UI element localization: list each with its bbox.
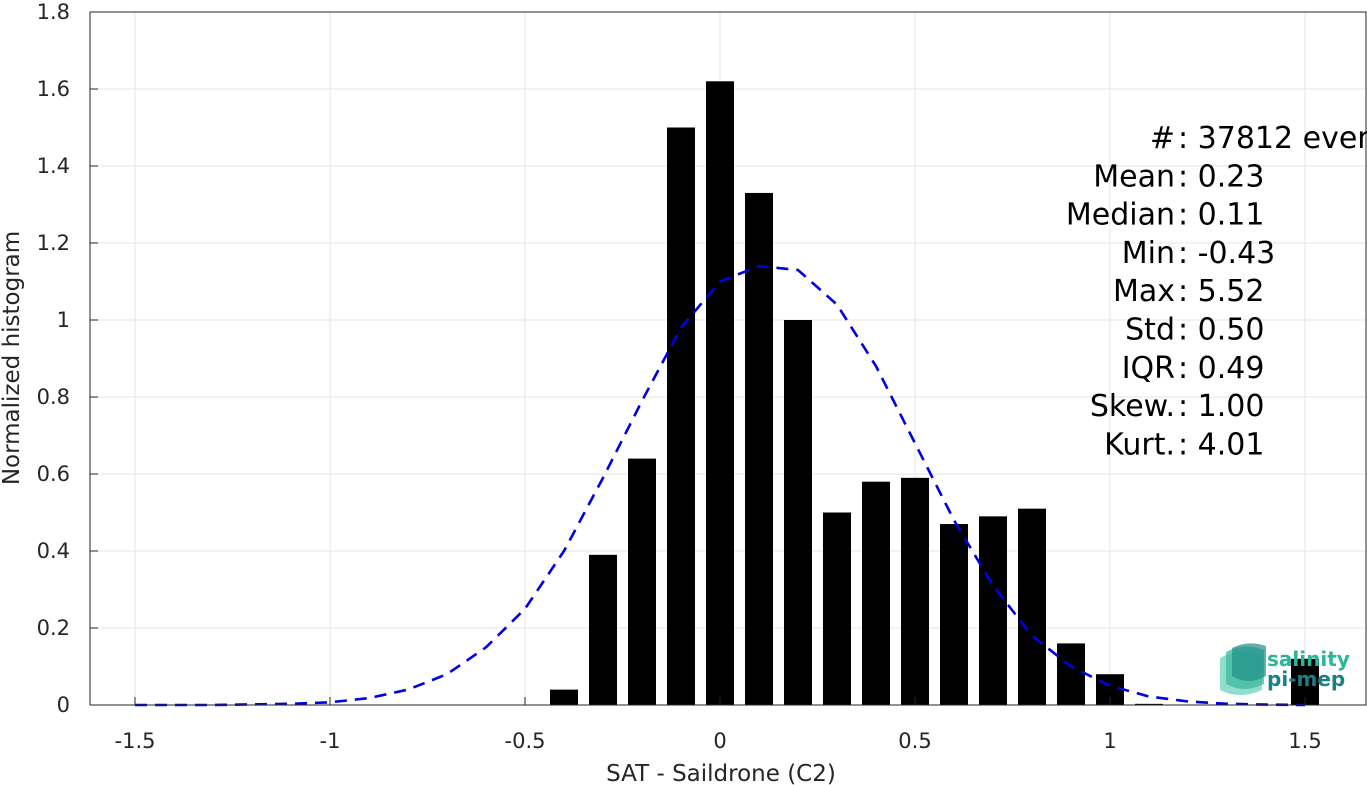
histogram-bar [979,516,1007,705]
histogram-bar [784,320,812,705]
stat-label: Skew. [1090,389,1175,424]
x-tick-label: -0.5 [505,729,546,753]
histogram-bar [823,512,851,705]
stat-label: IQR [1122,351,1175,386]
x-tick-label: 0.5 [898,729,931,753]
histogram-bar [589,554,617,705]
stat-label: Mean [1093,159,1175,194]
histogram-bar [940,524,968,705]
stat-label: Kurt. [1104,427,1175,462]
y-tick-label: 0.6 [37,462,70,486]
histogram-bar [706,81,734,706]
x-tick-label: 0 [713,729,726,753]
y-axis-label: Normalized histogram [0,231,25,485]
salinity-pimep-logo: salinity pi-mep [1220,643,1350,695]
stat-value: : 4.01 [1178,427,1264,462]
y-tick-label: 0 [57,693,70,717]
stat-label: Std [1125,313,1175,348]
y-tick-label: 1.4 [37,154,70,178]
histogram-bar [1135,703,1163,705]
y-tick-label: 1 [57,308,70,332]
stat-label: Max [1113,274,1175,309]
histogram-bars [550,81,1319,706]
y-tick-label: 1.6 [37,77,70,101]
x-tick-label: 1 [1103,729,1116,753]
stat-value: : -0.43 [1178,236,1275,271]
y-axis-ticks: 0 0.2 0.4 0.6 0.8 1 1.2 1.4 1.6 1.8 [37,0,98,717]
stat-value: : 0.50 [1178,313,1264,348]
histogram-bar [628,458,656,705]
x-tick-label: 1.5 [1288,729,1321,753]
stat-value: : 5.52 [1178,274,1264,309]
stat-value: : 1.00 [1178,389,1264,424]
histogram-bar [550,689,578,705]
logo-line1: salinity [1267,647,1350,671]
stat-value: : 37812 events [1178,121,1367,156]
x-axis-label: SAT - Saildrone (C2) [606,761,836,785]
y-tick-label: 0.8 [37,385,70,409]
stat-value: : 0.11 [1178,198,1264,233]
histogram-bar [1018,508,1046,705]
y-tick-label: 1.8 [37,0,70,24]
stat-label: # [1150,121,1175,156]
x-tick-label: -1 [320,729,341,753]
histogram-bar [667,127,695,705]
y-tick-label: 0.4 [37,539,70,563]
histogram-bar [1057,643,1085,705]
x-axis-ticks: -1.5 -1 -0.5 0 0.5 1 1.5 [115,697,1322,753]
stat-value: : 0.49 [1178,351,1264,386]
logo-wave-icon [1220,643,1266,695]
fit-curve [135,264,1306,707]
stat-label: Median [1066,198,1175,233]
plot-frame [89,11,1367,706]
logo-line2: pi-mep [1267,667,1345,691]
y-tick-label: 1.2 [37,231,70,255]
histogram-bar [745,192,773,705]
y-tick-label: 0.2 [37,616,70,640]
x-tick-label: -1.5 [115,729,156,753]
stat-value: : 0.23 [1178,159,1264,194]
histogram-bar [901,477,929,705]
histogram-bar [862,481,890,705]
stat-label: Min [1122,236,1175,271]
